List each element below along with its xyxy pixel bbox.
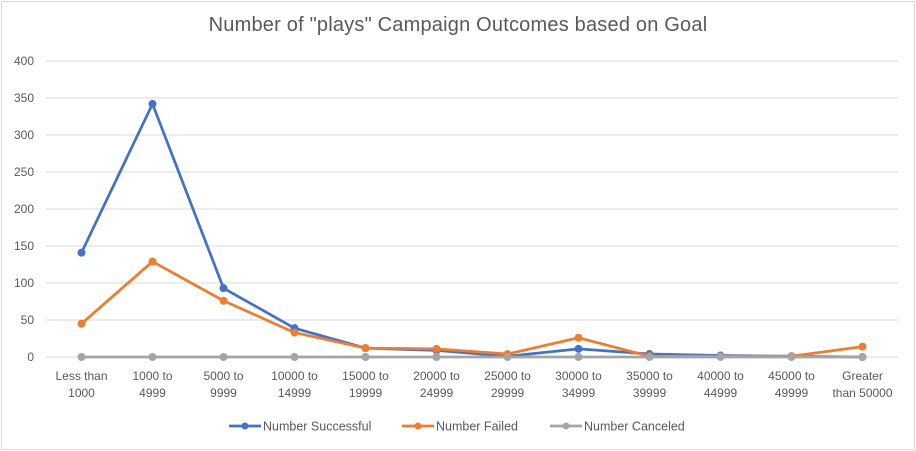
- x-tick-label: 25000 to 29999: [484, 369, 531, 400]
- data-point: [574, 353, 583, 361]
- legend-label: Number Failed: [436, 420, 518, 434]
- y-tick-label: 100: [14, 276, 34, 290]
- x-tick-label: 1000 to 4999: [132, 369, 172, 400]
- series-number-failed: [77, 257, 867, 361]
- y-tick-label: 400: [14, 54, 34, 68]
- data-point: [148, 99, 157, 108]
- legend-entry: Number Failed: [402, 420, 518, 434]
- data-point: [787, 353, 796, 361]
- y-tick-label: 300: [14, 128, 34, 142]
- data-point: [574, 333, 583, 342]
- y-tick-label: 50: [21, 313, 35, 327]
- y-tick-label: 0: [27, 350, 34, 364]
- data-point: [574, 344, 583, 353]
- data-point: [219, 284, 228, 293]
- x-axis-tick-labels: Less than 1000 1000 to 4999 5000 to 9999 10000…: [55, 369, 892, 400]
- legend-entry: Number Canceled: [550, 420, 685, 434]
- x-tick-label: 20000 to 24999: [413, 369, 460, 400]
- data-point: [148, 353, 157, 361]
- series-lines: [77, 99, 867, 361]
- x-tick-label: 10000 to 14999: [271, 369, 318, 400]
- x-tick-label: 30000 to 34999: [555, 369, 602, 400]
- data-point: [645, 353, 654, 361]
- x-tick-label: 5000 to 9999: [203, 369, 243, 400]
- data-point: [77, 319, 86, 328]
- y-tick-label: 150: [14, 239, 34, 253]
- data-point: [148, 257, 157, 266]
- data-point: [361, 353, 370, 361]
- legend-swatch-marker: [562, 422, 570, 430]
- legend-label: Number Canceled: [584, 420, 685, 434]
- data-point: [290, 353, 299, 361]
- data-point: [290, 328, 299, 337]
- x-tick-label: Greater than 50000: [832, 369, 892, 400]
- data-point: [503, 353, 512, 361]
- x-tick-label: 15000 to 19999: [342, 369, 389, 400]
- x-tick-label: 35000 to 39999: [626, 369, 673, 400]
- y-tick-label: 350: [14, 91, 34, 105]
- y-axis-tick-labels: 0 50 100 150 200 250 300 350 400: [14, 54, 34, 364]
- series-number-successful: [77, 99, 867, 361]
- x-tick-label: 45000 to 49999: [768, 369, 815, 400]
- y-tick-label: 200: [14, 202, 34, 216]
- data-point: [361, 344, 370, 353]
- x-tick-label: Less than 1000: [55, 369, 107, 400]
- series-line: [80, 102, 864, 359]
- data-point: [219, 353, 228, 361]
- legend: Number Successful Number Failed Number Can…: [229, 420, 685, 434]
- y-tick-label: 250: [14, 165, 34, 179]
- data-point: [858, 353, 867, 361]
- legend-entry: Number Successful: [229, 420, 371, 434]
- series-number-canceled: [77, 353, 867, 361]
- series-line: [80, 260, 864, 358]
- legend-swatch-marker: [414, 422, 422, 430]
- data-point: [858, 342, 867, 351]
- gridlines: [46, 60, 898, 358]
- x-tick-label: 40000 to 44999: [697, 369, 744, 400]
- data-point: [432, 353, 441, 361]
- legend-swatch-marker: [241, 422, 249, 430]
- data-point: [77, 248, 86, 257]
- data-point: [77, 353, 86, 361]
- legend-label: Number Successful: [263, 420, 371, 434]
- data-point: [219, 296, 228, 305]
- chart-title: Number of "plays" Campaign Outcomes base…: [208, 14, 708, 36]
- data-point: [432, 344, 441, 353]
- data-point: [716, 353, 725, 361]
